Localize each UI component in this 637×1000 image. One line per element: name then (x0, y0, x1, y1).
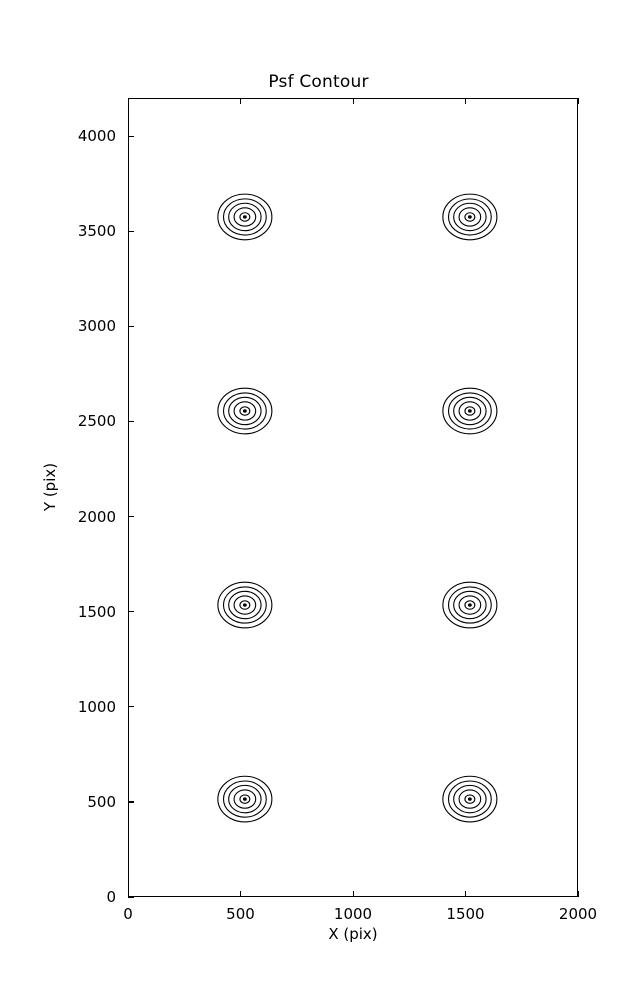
contour-ring (222, 392, 267, 430)
contour-plot (217, 193, 498, 823)
contour-ring (464, 406, 476, 416)
y-tick-mark (128, 420, 134, 423)
psf-contour-source (217, 581, 273, 629)
y-tick-mark (128, 325, 134, 327)
contour-ring (239, 794, 251, 804)
y-tick-mark (128, 230, 134, 232)
contour-ring (222, 780, 267, 818)
contour-ring (228, 590, 262, 620)
contour-ring (228, 396, 262, 426)
contour-ring (467, 409, 472, 413)
y-axis-label: Y (pix) (41, 462, 59, 512)
x-tick-mark-top (127, 98, 129, 104)
psf-contour-source (442, 775, 498, 823)
x-tick-label: 1500 (446, 905, 485, 923)
contour-ring (442, 581, 498, 629)
contour-ring (217, 581, 273, 629)
psf-contour-source (442, 387, 498, 435)
chart-title: Psf Contour (268, 72, 369, 92)
contour-ring (242, 797, 247, 801)
y-tick-label: 0 (106, 888, 116, 906)
x-tick-mark-top (465, 98, 467, 104)
y-tick-mark (128, 516, 134, 518)
y-tick-label: 500 (87, 792, 116, 811)
contour-ring (217, 387, 273, 435)
y-tick-label: 2500 (77, 412, 116, 431)
x-tick-mark-top (240, 98, 242, 104)
contour-ring (233, 401, 257, 421)
contour-ring (467, 215, 472, 219)
contour-ring (239, 406, 251, 416)
x-tick-label: 2000 (558, 905, 598, 923)
y-tick-label: 3000 (77, 317, 116, 336)
x-tick-mark (465, 891, 467, 897)
y-tick-label: 1000 (77, 697, 116, 716)
y-tick-mark (128, 706, 134, 708)
y-tick-label: 4000 (77, 127, 116, 146)
x-tick-label: 0 (123, 905, 133, 923)
psf-contour-source (217, 775, 273, 823)
contour-ring (239, 600, 251, 610)
contour-ring (242, 409, 247, 413)
contour-ring (467, 797, 472, 801)
contour-ring (222, 198, 267, 236)
contour-ring (239, 212, 251, 222)
psf-contour-source (217, 387, 273, 435)
x-tick-mark (240, 891, 242, 897)
plot-area (128, 98, 578, 897)
contour-ring (233, 789, 257, 809)
x-tick-label: 1000 (333, 905, 373, 923)
contour-ring (453, 202, 487, 232)
contour-ring (228, 202, 262, 232)
x-tick-mark-top (577, 98, 579, 104)
contour-ring (447, 198, 492, 236)
psf-contour-source (442, 581, 498, 629)
contour-ring (233, 595, 257, 615)
contour-ring (242, 215, 247, 219)
contour-ring (447, 780, 492, 818)
contour-ring (217, 193, 273, 241)
x-tick-mark (127, 891, 129, 897)
contour-ring (458, 595, 482, 615)
x-tick-mark (577, 891, 579, 897)
contour-ring (458, 789, 482, 809)
contour-ring (242, 603, 247, 607)
contour-ring (442, 775, 498, 823)
contour-ring (233, 207, 257, 227)
contour-ring (453, 590, 487, 620)
contour-ring (442, 193, 498, 241)
psf-contour-source (442, 193, 498, 241)
contour-ring (217, 775, 273, 823)
y-tick-mark (128, 896, 134, 898)
x-tick-label: 500 (226, 905, 255, 923)
y-tick-mark (128, 135, 134, 137)
contour-ring (458, 207, 482, 227)
contour-ring (228, 784, 262, 814)
x-tick-mark-top (352, 98, 354, 104)
contour-ring (453, 396, 487, 426)
y-tick-label: 2000 (77, 507, 116, 526)
contour-ring (464, 212, 476, 222)
contour-ring (222, 586, 267, 624)
contour-ring (453, 784, 487, 814)
contour-ring (447, 586, 492, 624)
contour-ring (467, 603, 472, 607)
contour-ring (464, 600, 476, 610)
x-axis-label: X (pix) (328, 925, 378, 943)
contour-ring (442, 387, 498, 435)
y-tick-label: 1500 (77, 602, 116, 621)
contour-ring (464, 794, 476, 804)
psf-contour-source (217, 193, 273, 241)
y-tick-mark (128, 611, 134, 613)
contour-ring (447, 392, 492, 430)
y-tick-mark (128, 801, 134, 803)
contour-ring (458, 401, 482, 421)
x-tick-mark (352, 891, 354, 897)
y-tick-label: 3500 (77, 222, 116, 241)
